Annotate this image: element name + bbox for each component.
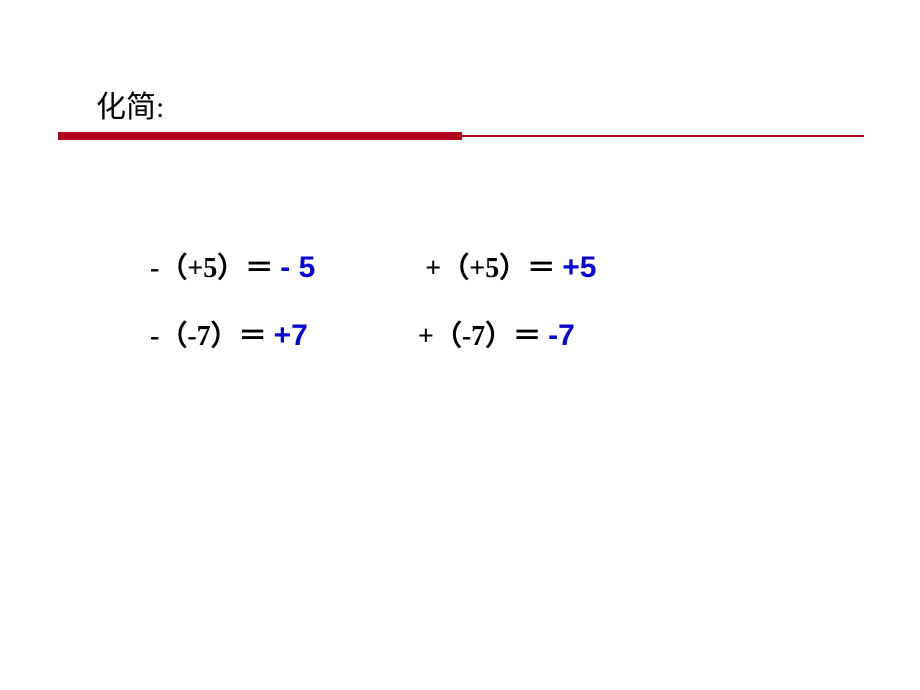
equation-row: -（-7）＝ +7 +（-7）＝ -7 xyxy=(150,314,596,354)
page-title: 化简: xyxy=(96,82,164,126)
equation-cell: -（+5）＝ - 5 xyxy=(150,246,315,286)
divider-thin xyxy=(462,135,864,137)
equation-grid: -（+5）＝ - 5 +（+5）＝ +5 -（-7）＝ +7 +（-7）＝ -7 xyxy=(150,246,596,382)
equation-row: -（+5）＝ - 5 +（+5）＝ +5 xyxy=(150,246,596,286)
title-divider xyxy=(58,132,864,142)
equation-expression: +（+5）＝ xyxy=(425,246,562,286)
equation-answer: -7 xyxy=(548,319,575,353)
equation-cell: -（-7）＝ +7 xyxy=(150,314,308,354)
equation-expression: +（-7）＝ xyxy=(418,314,548,354)
equation-cell: +（+5）＝ +5 xyxy=(425,246,596,286)
equation-answer: +7 xyxy=(274,319,308,353)
equation-answer: - 5 xyxy=(280,251,315,285)
divider-thick xyxy=(58,132,462,140)
equation-cell: +（-7）＝ -7 xyxy=(418,314,575,354)
equation-expression: -（+5）＝ xyxy=(150,246,280,286)
equation-expression: -（-7）＝ xyxy=(150,314,274,354)
equation-answer: +5 xyxy=(562,251,596,285)
